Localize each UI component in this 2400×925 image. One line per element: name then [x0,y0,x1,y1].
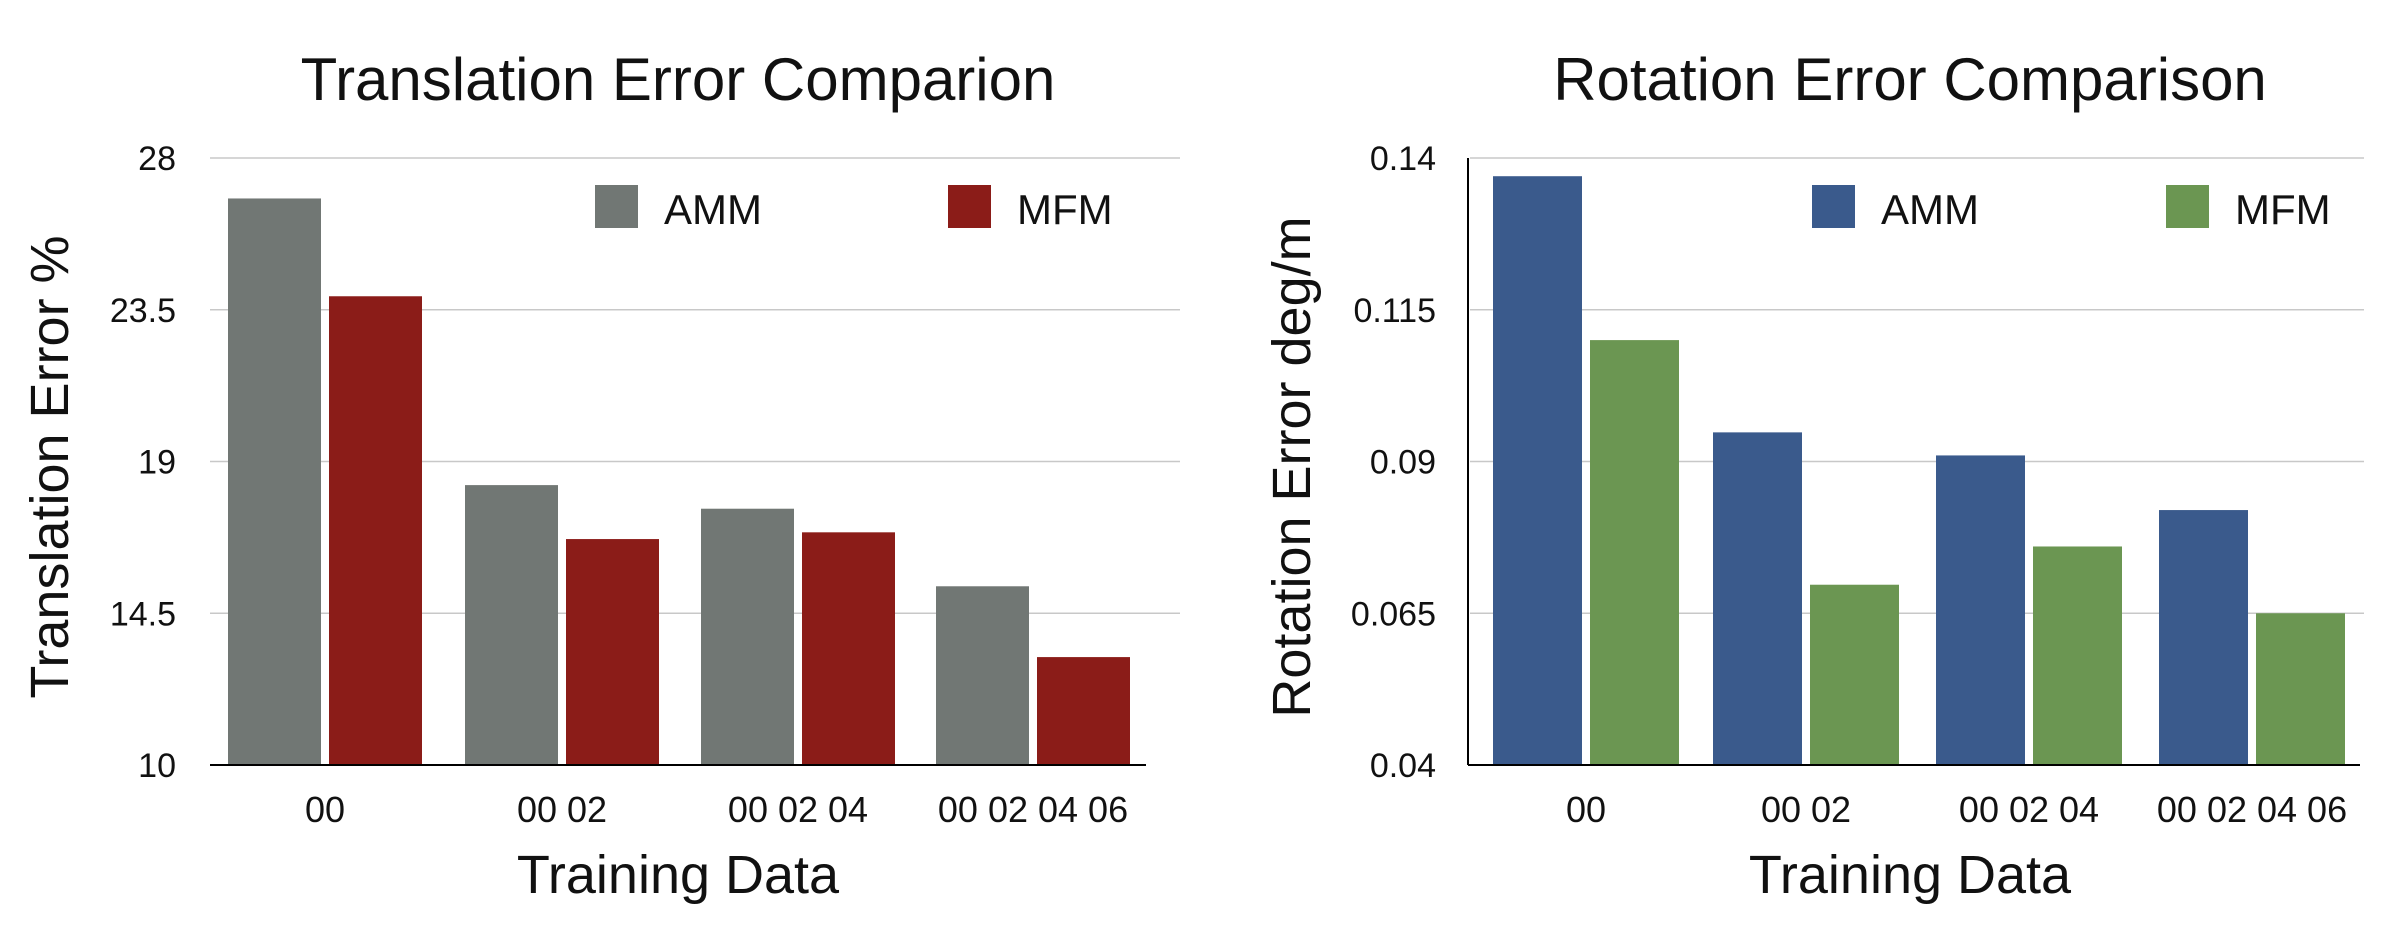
legend-label-amm: AMM [664,186,762,233]
y-tick-label: 14.5 [110,595,176,633]
bar-mfm-00-02-04-06 [2256,613,2345,765]
legend-swatch-amm [1812,185,1855,228]
x-axis-label: Training Data [517,845,840,905]
rotation-error-chart: Rotation Error Comparison Rotation Error… [1262,46,2364,905]
legend-label-mfm: MFM [1017,186,1113,233]
bars [228,198,1130,765]
legend-swatch-amm [595,185,638,228]
bar-amm-00 [1493,176,1582,765]
bar-amm-00 [228,198,321,765]
x-tick-label: 00 02 04 06 [2157,789,2347,830]
x-tick-labels: 00 00 02 00 02 04 00 02 04 06 [1566,789,2347,830]
bar-mfm-00-02-04 [802,532,895,765]
x-axis-label: Training Data [1749,845,2072,905]
chart-title: Rotation Error Comparison [1553,46,2267,113]
chart-title: Translation Error Comparion [301,46,1056,113]
y-tick-label: 0.115 [1353,292,1436,330]
bar-mfm-00-02 [566,539,659,765]
y-tick-label: 0.04 [1370,747,1436,785]
y-tick-label: 0.14 [1370,140,1436,178]
x-tick-label: 00 [305,789,345,830]
legend-swatch-mfm [2166,185,2209,228]
y-tick-labels: 0.04 0.065 0.09 0.115 0.14 [1351,140,1436,785]
bar-mfm-00-02-04 [2033,546,2122,765]
y-tick-label: 0.065 [1351,595,1436,633]
x-tick-label: 00 02 04 [1959,789,2099,830]
bars [1493,176,2345,765]
y-tick-label: 0.09 [1370,444,1436,482]
y-tick-labels: 10 14.5 19 23.5 28 [110,140,176,785]
bar-mfm-00 [329,296,422,765]
y-tick-label: 23.5 [110,292,176,330]
bar-mfm-00-02-04-06 [1037,657,1130,765]
bar-amm-00-02-04-06 [936,586,1029,765]
y-tick-label: 28 [138,140,176,178]
legend-label-mfm: MFM [2235,186,2331,233]
x-tick-label: 00 02 04 [728,789,868,830]
legend-label-amm: AMM [1881,186,1979,233]
bar-mfm-00 [1590,340,1679,765]
y-tick-label: 19 [138,444,176,482]
x-tick-label: 00 [1566,789,1606,830]
x-tick-labels: 00 00 02 00 02 04 00 02 04 06 [305,789,1128,830]
legend-swatch-mfm [948,185,991,228]
y-axis-label: Translation Error % [20,235,80,698]
bar-amm-00-02-04 [701,508,794,765]
translation-error-chart: Translation Error Comparion Translation … [20,46,1180,905]
x-tick-label: 00 02 04 06 [938,789,1128,830]
legend: AMM MFM [595,185,1113,233]
y-axis-label: Rotation Error deg/m [1262,216,1322,717]
x-tick-label: 00 02 [1761,789,1851,830]
x-tick-label: 00 02 [517,789,607,830]
bar-amm-00-02-04-06 [2159,510,2248,765]
bar-amm-00-02 [465,485,558,765]
bar-amm-00-02 [1713,432,1802,765]
legend: AMM MFM [1812,185,2331,233]
bar-amm-00-02-04 [1936,455,2025,765]
bar-mfm-00-02 [1810,584,1899,765]
y-tick-label: 10 [138,747,176,785]
